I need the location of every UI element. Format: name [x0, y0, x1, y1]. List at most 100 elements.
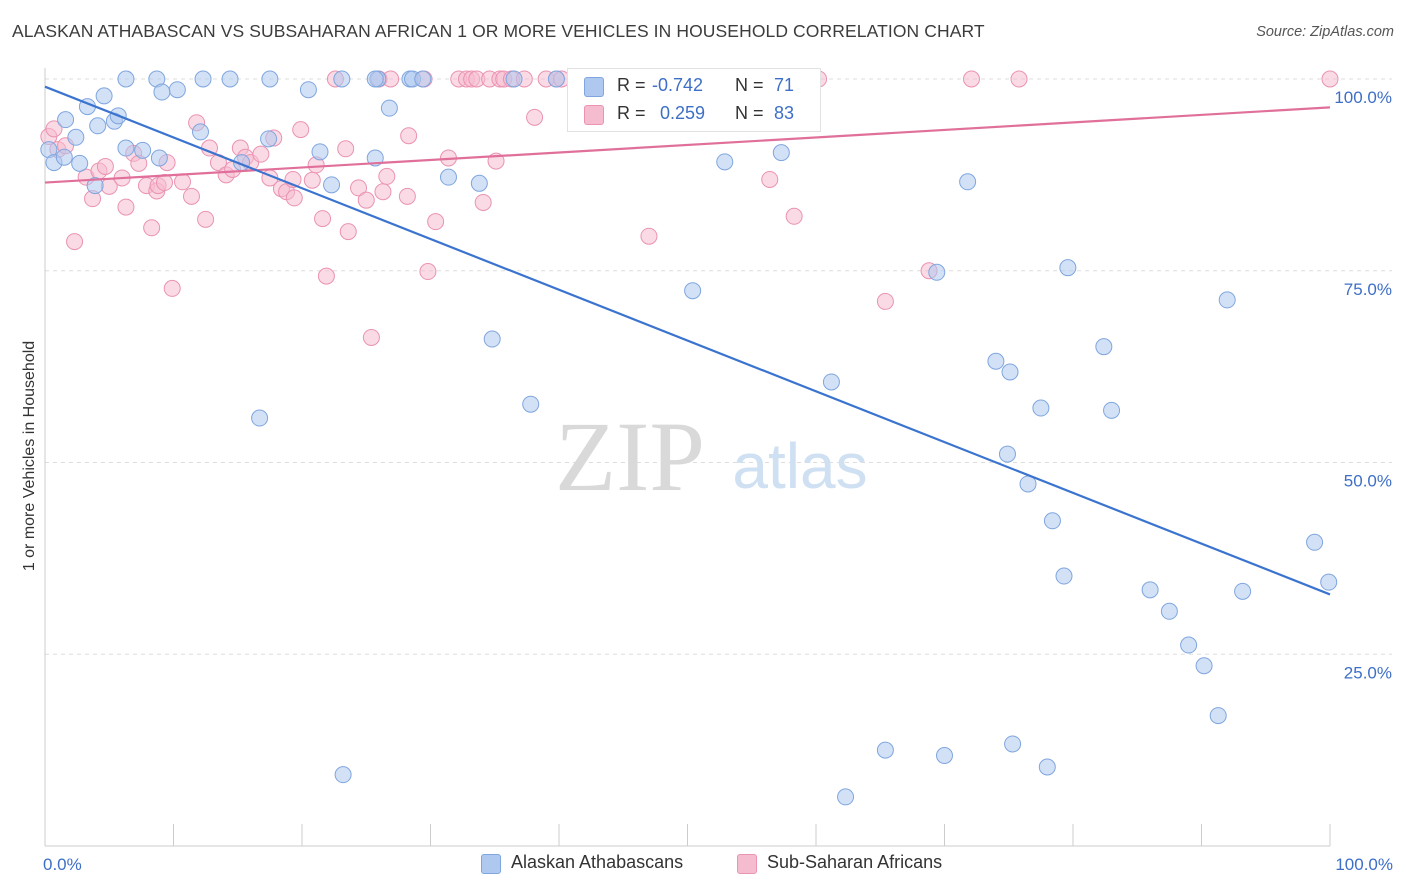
legend-n-value: 83 — [774, 103, 795, 123]
data-point-alaskan — [1095, 338, 1113, 356]
legend-r-value: -0.742 — [652, 75, 704, 95]
data-point-alaskan — [260, 130, 278, 148]
data-point-alaskan — [1043, 512, 1061, 530]
data-point-sub-saharan — [362, 328, 380, 346]
data-point-sub-saharan — [357, 191, 375, 209]
data-point-sub-saharan — [1321, 70, 1339, 88]
data-point-sub-saharan — [398, 187, 416, 205]
data-point-alaskan — [168, 81, 186, 99]
y-tick-label: 100.0% — [1334, 88, 1392, 107]
data-point-alaskan — [334, 766, 352, 784]
data-point-sub-saharan — [96, 157, 114, 175]
data-point-sub-saharan — [339, 223, 357, 241]
legend-swatch-pink — [584, 105, 604, 125]
data-point-alaskan — [1234, 582, 1252, 600]
data-point-alaskan — [1218, 291, 1236, 309]
data-point-sub-saharan — [374, 183, 392, 201]
legend-r-label: R = — [617, 103, 646, 123]
data-point-alaskan — [55, 148, 73, 166]
data-point-sub-saharan — [303, 171, 321, 189]
data-point-sub-saharan — [526, 108, 544, 126]
data-point-sub-saharan — [285, 189, 303, 207]
trend-line-alaskan — [44, 85, 1331, 596]
data-point-alaskan — [483, 330, 501, 348]
watermark-zip: ZIP — [555, 401, 705, 512]
data-point-alaskan — [194, 70, 212, 88]
data-point-sub-saharan — [182, 187, 200, 205]
data-point-alaskan — [333, 70, 351, 88]
correlation-legend: R = -0.742 N = 71 R = 0.259 N = 83 — [567, 68, 821, 132]
tick-labels: 25.0% 50.0% 75.0% 100.0% 0.0% 100.0% — [43, 88, 1393, 874]
legend-swatch-blue — [584, 77, 604, 97]
data-point-alaskan — [67, 128, 85, 146]
bottom-legend-label: Sub-Saharan Africans — [767, 852, 943, 872]
data-point-alaskan — [95, 87, 113, 105]
chart-title: ALASKAN ATHABASCAN VS SUBSAHARAN AFRICAN… — [12, 21, 985, 41]
data-point-sub-saharan — [117, 198, 135, 216]
data-point-sub-saharan — [400, 127, 418, 145]
data-point-alaskan — [311, 143, 329, 161]
data-point-sub-saharan — [197, 210, 215, 228]
data-point-alaskan — [1059, 259, 1077, 277]
legend-n-value: 71 — [774, 75, 795, 95]
data-point-alaskan — [928, 263, 946, 281]
x-tick-label-max: 100.0% — [1335, 855, 1393, 874]
data-point-alaskan — [998, 445, 1016, 463]
data-point-alaskan — [414, 70, 432, 88]
data-point-alaskan — [505, 70, 523, 88]
data-point-alaskan — [150, 149, 168, 167]
bottom-legend-swatch-pink — [737, 854, 757, 874]
data-point-sub-saharan — [876, 292, 894, 310]
data-point-alaskan — [366, 70, 384, 88]
data-point-alaskan — [959, 173, 977, 191]
watermark-atlas: atlas — [732, 430, 867, 502]
data-point-alaskan — [221, 70, 239, 88]
data-point-alaskan — [1160, 602, 1178, 620]
data-point-alaskan — [299, 81, 317, 99]
data-point-sub-saharan — [1010, 70, 1028, 88]
data-point-alaskan — [1032, 399, 1050, 417]
data-point-alaskan — [134, 141, 152, 159]
data-point-sub-saharan — [252, 145, 270, 163]
data-point-alaskan — [89, 117, 107, 135]
data-point-sub-saharan — [143, 219, 161, 237]
legend-r-label: R = — [617, 75, 646, 95]
data-point-sub-saharan — [45, 120, 63, 138]
y-tick-label: 50.0% — [1344, 472, 1392, 491]
data-point-alaskan — [117, 139, 135, 157]
data-point-sub-saharan — [761, 170, 779, 188]
data-point-alaskan — [522, 395, 540, 413]
data-point-sub-saharan — [66, 233, 84, 251]
data-point-alaskan — [380, 99, 398, 117]
bottom-legend-label: Alaskan Athabascans — [511, 852, 684, 872]
data-point-alaskan — [547, 70, 565, 88]
data-point-sub-saharan — [317, 267, 335, 285]
data-point-sub-saharan — [350, 179, 368, 197]
data-point-sub-saharan — [419, 263, 437, 281]
data-point-alaskan — [1306, 533, 1324, 551]
legend-n-label: N = — [735, 103, 764, 123]
data-point-alaskan — [117, 70, 135, 88]
trend-line-sub-saharan — [44, 106, 1331, 184]
x-tick-label-min: 0.0% — [43, 855, 82, 874]
data-point-alaskan — [1320, 573, 1338, 591]
data-point-sub-saharan — [173, 173, 191, 191]
data-point-alaskan — [1180, 636, 1198, 654]
data-point-alaskan — [71, 154, 89, 172]
data-point-alaskan — [1195, 657, 1213, 675]
data-point-sub-saharan — [785, 207, 803, 225]
source-credit: Source: ZipAtlas.com — [1256, 24, 1394, 40]
data-point-sub-saharan — [292, 121, 310, 139]
data-point-sub-saharan — [378, 167, 396, 185]
data-point-alaskan — [439, 168, 457, 186]
data-point-sub-saharan — [314, 210, 332, 228]
trend-lines — [44, 85, 1331, 596]
data-point-alaskan — [251, 409, 269, 427]
data-point-sub-saharan — [337, 140, 355, 158]
data-point-alaskan — [1141, 581, 1159, 599]
data-point-alaskan — [1004, 735, 1022, 753]
legend-n-label: N = — [735, 75, 764, 95]
data-point-sub-saharan — [640, 227, 658, 245]
y-tick-label: 75.0% — [1344, 280, 1392, 299]
